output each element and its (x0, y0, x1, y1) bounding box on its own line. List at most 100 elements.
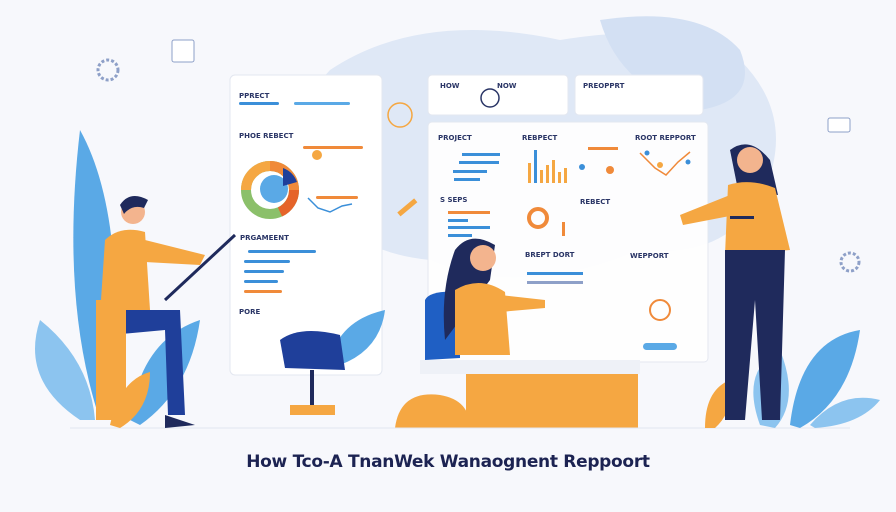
desk-top (420, 360, 640, 374)
bar (462, 153, 500, 156)
shape (96, 300, 126, 420)
panel-label: HOW (440, 82, 460, 90)
woman-standing (680, 144, 790, 420)
office-chair (280, 331, 345, 415)
shape (810, 397, 880, 428)
shape (163, 233, 237, 302)
shape (657, 162, 663, 168)
shape (534, 150, 537, 183)
page-title: How Tco-A TnanWek Wanaognent Reppoort (246, 452, 650, 472)
donut-chart (241, 161, 300, 219)
bar (448, 234, 472, 237)
dot (312, 150, 322, 160)
woman-sitting (425, 238, 545, 360)
shape (725, 250, 785, 420)
bar (244, 280, 278, 283)
plant-chair-side (330, 310, 385, 365)
shape (260, 175, 288, 203)
shape (552, 160, 555, 183)
shape (649, 299, 671, 321)
bar (316, 196, 358, 199)
shape (241, 161, 271, 191)
panel-label: BREPT DORT (525, 251, 575, 259)
document-icon (171, 39, 195, 63)
bar (239, 102, 279, 105)
shape (229, 74, 383, 376)
line-chart (639, 151, 691, 176)
gear-icon (839, 251, 861, 273)
panel-label: WEPPORT (630, 252, 669, 260)
shape (290, 405, 335, 415)
shape (680, 195, 735, 225)
shape (562, 222, 565, 236)
shape (470, 245, 496, 271)
shape (165, 415, 195, 428)
bar (248, 250, 316, 253)
bar (244, 260, 290, 263)
background-blob-2 (600, 16, 745, 110)
shape (277, 189, 300, 217)
shape (685, 159, 691, 165)
shape (500, 295, 545, 312)
shape (730, 216, 754, 219)
shape (725, 182, 790, 255)
shape (558, 172, 561, 183)
target-icon (387, 102, 413, 128)
bar (453, 170, 487, 173)
shape (100, 229, 150, 315)
clock-icon (480, 88, 500, 108)
panel-label: S SEPS (440, 196, 467, 204)
document-icon (827, 117, 851, 133)
shape (35, 320, 95, 420)
shape (130, 320, 200, 425)
panel-label: PPRECT (239, 92, 270, 100)
panel-label: PREOPPRT (583, 82, 625, 90)
panel-label: REBECT (580, 198, 610, 206)
bar (448, 211, 490, 214)
shape (283, 168, 297, 186)
gear-icon (96, 58, 120, 82)
bar (527, 281, 583, 284)
shape (120, 196, 148, 214)
line-chart (307, 197, 353, 213)
shape (737, 147, 763, 173)
shape (540, 170, 543, 183)
shape (790, 330, 860, 428)
panel-left-top: PPRECT PHOE REBECT PRGAMEENT PORE (229, 74, 383, 376)
panel-label: ROOT REPPORT (635, 134, 696, 142)
bar (244, 270, 284, 273)
shape (606, 166, 614, 174)
shape (705, 380, 731, 428)
bar (459, 161, 499, 164)
shape (564, 168, 567, 183)
bar (527, 272, 583, 275)
bar (643, 343, 677, 350)
panel-label: PORE (239, 308, 260, 316)
shape (145, 240, 205, 265)
panel-label: NOW (497, 82, 517, 90)
pencil-icon (397, 198, 418, 217)
ring-chart (527, 207, 549, 229)
bar (588, 147, 618, 150)
shape (546, 165, 549, 183)
bar (303, 146, 363, 149)
panel-label: PROJECT (438, 134, 472, 142)
panel-label: REBPECT (522, 134, 558, 142)
bar (448, 226, 490, 229)
shape (644, 150, 650, 156)
bar-chart (528, 150, 567, 183)
shape (528, 163, 531, 183)
desk (466, 372, 638, 428)
man-sitting (96, 196, 237, 428)
bar (448, 219, 468, 222)
shape (579, 164, 585, 170)
bar (244, 290, 282, 293)
shape (455, 282, 510, 355)
panel-label: PRGAMEENT (240, 234, 289, 242)
bar (454, 178, 480, 181)
panel-label: PHOE REBECT (239, 132, 294, 140)
bar (294, 102, 350, 105)
desk-plant (395, 394, 470, 428)
shape (574, 74, 704, 116)
